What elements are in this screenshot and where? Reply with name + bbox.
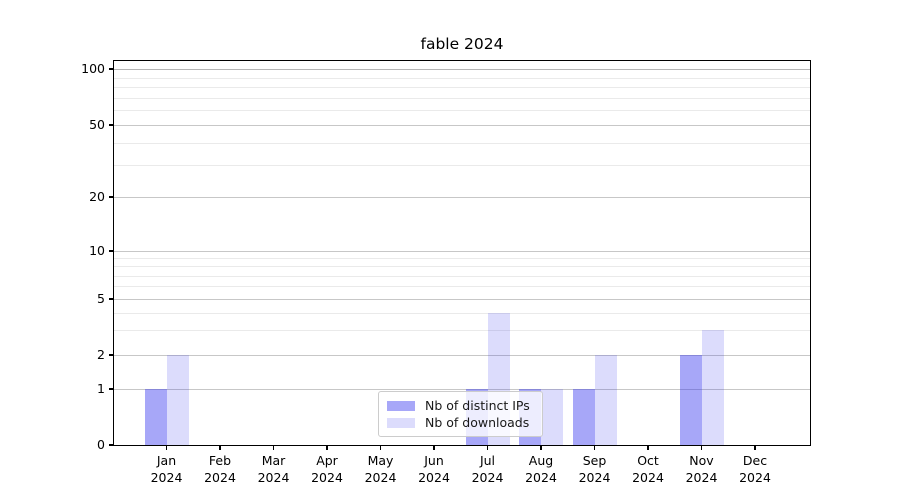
y-tick-label: 100 <box>81 61 105 76</box>
major-gridline <box>114 299 810 300</box>
x-tick-mark <box>165 446 168 450</box>
y-tick-mark <box>109 354 113 356</box>
y-tick-label: 10 <box>89 243 105 258</box>
legend: Nb of distinct IPs Nb of downloads <box>378 391 543 437</box>
x-tick-label: Aug 2024 <box>525 453 557 485</box>
legend-item-distinct-ips: Nb of distinct IPs <box>387 398 534 413</box>
x-tick-label: Sep 2024 <box>578 453 611 485</box>
y-tick-mark <box>109 388 113 390</box>
legend-label-downloads: Nb of downloads <box>425 415 530 430</box>
minor-gridline <box>114 275 810 277</box>
y-tick-label: 50 <box>89 117 105 132</box>
x-tick-label: Oct 2024 <box>632 453 664 485</box>
major-gridline <box>114 355 810 356</box>
y-tick-label: 2 <box>97 347 105 362</box>
bar-distinct-ips-nov <box>679 355 702 445</box>
minor-gridline <box>114 87 810 89</box>
y-tick-label: 5 <box>97 291 105 306</box>
x-tick-mark <box>754 446 756 450</box>
x-tick-mark <box>540 446 542 450</box>
chart-title: fable 2024 <box>420 35 504 53</box>
y-tick-mark <box>109 444 113 446</box>
y-tick-mark <box>109 68 113 70</box>
legend-item-downloads: Nb of downloads <box>387 415 534 430</box>
y-tick-mark <box>109 196 113 198</box>
x-tick-label: May 2024 <box>364 453 397 485</box>
minor-gridline <box>114 97 810 99</box>
x-tick-mark <box>326 446 328 450</box>
major-gridline <box>114 197 810 198</box>
minor-gridline <box>114 77 810 79</box>
x-tick-label: Feb 2024 <box>204 453 236 485</box>
major-gridline <box>114 69 810 70</box>
minor-gridline <box>114 330 810 332</box>
y-tick-mark <box>109 250 113 252</box>
x-tick-label: Nov 2024 <box>685 453 718 485</box>
legend-swatch-distinct-ips-icon <box>387 400 415 411</box>
bar-downloads-jan <box>166 355 189 445</box>
x-tick-mark <box>647 446 649 450</box>
x-tick-label: Jun 2024 <box>418 453 450 485</box>
x-tick-label: Dec 2024 <box>739 453 771 485</box>
x-tick-mark <box>593 446 596 450</box>
bar-distinct-ips-sep <box>572 389 595 445</box>
major-gridline <box>114 251 810 252</box>
bar-downloads-nov <box>701 330 724 445</box>
minor-gridline <box>114 258 810 260</box>
minor-gridline <box>114 110 810 112</box>
bar-downloads-sep <box>594 355 617 445</box>
x-tick-mark <box>272 446 275 450</box>
minor-gridline <box>114 142 810 144</box>
x-tick-mark <box>379 446 382 450</box>
x-tick-mark <box>219 446 221 450</box>
major-gridline <box>114 389 810 390</box>
minor-gridline <box>114 312 810 314</box>
y-tick-mark <box>109 124 113 126</box>
bar-downloads-aug <box>541 389 563 445</box>
y-tick-mark <box>109 298 113 300</box>
y-tick-label: 20 <box>89 189 105 204</box>
legend-label-distinct-ips: Nb of distinct IPs <box>425 398 530 413</box>
y-tick-label: 1 <box>97 381 105 396</box>
x-tick-mark <box>433 446 435 450</box>
major-gridline <box>114 125 810 126</box>
minor-gridline <box>114 266 810 268</box>
minor-gridline <box>114 286 810 288</box>
x-tick-label: Jul 2024 <box>471 453 504 485</box>
plot-area <box>113 60 811 446</box>
legend-swatch-downloads-icon <box>387 417 415 428</box>
minor-gridline <box>114 165 810 167</box>
y-tick-label: 0 <box>97 437 105 452</box>
bar-distinct-ips-jan <box>144 389 167 445</box>
x-tick-label: Jan 2024 <box>150 453 183 485</box>
x-tick-mark <box>486 446 489 450</box>
x-tick-label: Mar 2024 <box>257 453 290 485</box>
x-tick-label: Apr 2024 <box>311 453 343 485</box>
x-tick-mark <box>700 446 703 450</box>
